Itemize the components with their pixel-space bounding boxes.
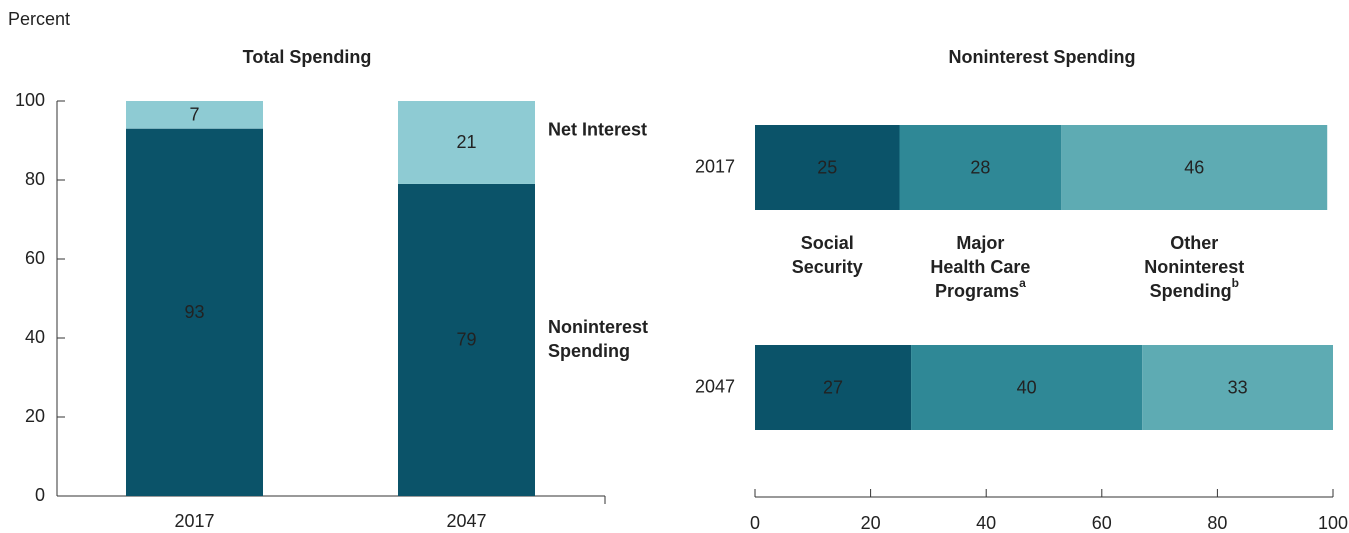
bar-segment bbox=[126, 101, 263, 129]
x-tick-label: 2017 bbox=[174, 511, 214, 531]
y-tick-label: 2017 bbox=[695, 156, 735, 176]
series-label: Major Health Care Programsa bbox=[930, 233, 1030, 301]
series-label: Social Security bbox=[792, 233, 863, 277]
x-tick-label: 100 bbox=[1318, 513, 1348, 533]
y-tick-label: 2047 bbox=[695, 376, 735, 396]
y-tick-label: 20 bbox=[25, 406, 45, 426]
chart-title: Total Spending bbox=[243, 47, 372, 67]
bar-segment bbox=[755, 345, 912, 430]
value-label: 28 bbox=[970, 157, 990, 177]
bar-segment bbox=[755, 125, 900, 210]
bar-segment bbox=[398, 101, 535, 184]
value-label: 21 bbox=[456, 132, 476, 152]
footnote-mark: b bbox=[1232, 276, 1239, 290]
series-label: Other Noninterest Spendingb bbox=[1144, 233, 1244, 301]
x-tick-label: 60 bbox=[1092, 513, 1112, 533]
x-tick-label: 0 bbox=[750, 513, 760, 533]
y-tick-label: 40 bbox=[25, 327, 45, 347]
bar-segment bbox=[1142, 345, 1333, 430]
value-label: 79 bbox=[456, 330, 476, 350]
value-label: 93 bbox=[184, 302, 204, 322]
bar-segment bbox=[398, 183, 535, 496]
x-tick-label: 2047 bbox=[446, 511, 486, 531]
bar-segment bbox=[899, 125, 1062, 210]
chart-title: Noninterest Spending bbox=[948, 47, 1135, 67]
value-label: 7 bbox=[189, 105, 199, 125]
value-label: 27 bbox=[823, 377, 843, 397]
x-tick-label: 80 bbox=[1207, 513, 1227, 533]
series-label: Net Interest bbox=[548, 119, 647, 139]
y-tick-label: 80 bbox=[25, 169, 45, 189]
y-tick-label: 0 bbox=[35, 485, 45, 505]
footnote-mark: a bbox=[1019, 276, 1026, 290]
value-label: 33 bbox=[1228, 377, 1248, 397]
x-tick-label: 20 bbox=[861, 513, 881, 533]
y-tick-label: 60 bbox=[25, 248, 45, 268]
y-tick-label: 100 bbox=[15, 90, 45, 110]
value-label: 46 bbox=[1184, 157, 1204, 177]
bar-segment bbox=[911, 345, 1143, 430]
value-label: 25 bbox=[817, 157, 837, 177]
y-axis-label: Percent bbox=[8, 9, 70, 29]
value-label: 40 bbox=[1017, 377, 1037, 397]
x-tick-label: 40 bbox=[976, 513, 996, 533]
bar-segment bbox=[1061, 125, 1328, 210]
bar-segment bbox=[126, 128, 263, 496]
series-label: Noninterest Spending bbox=[548, 317, 648, 361]
